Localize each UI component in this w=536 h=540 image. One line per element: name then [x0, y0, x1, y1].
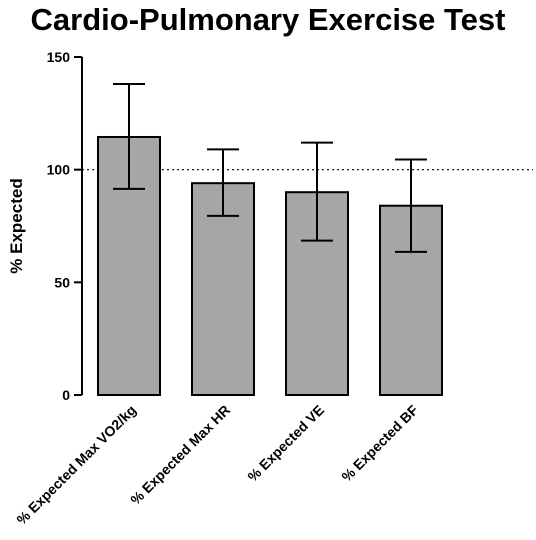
chart-title: Cardio-Pulmonary Exercise Test: [30, 2, 506, 37]
x-tick-label: % Expected VE: [244, 402, 327, 485]
x-tick-label: % Expected Max VO2/kg: [13, 402, 139, 528]
x-tick-label: % Expected BF: [338, 401, 421, 484]
y-axis-label: % Expected: [7, 178, 26, 273]
y-tick-label: 150: [47, 49, 71, 65]
y-tick-label: 0: [62, 387, 70, 403]
x-tick-label: % Expected Max HR: [127, 402, 233, 508]
y-tick-label: 100: [47, 162, 71, 178]
y-tick-label: 50: [54, 274, 70, 290]
